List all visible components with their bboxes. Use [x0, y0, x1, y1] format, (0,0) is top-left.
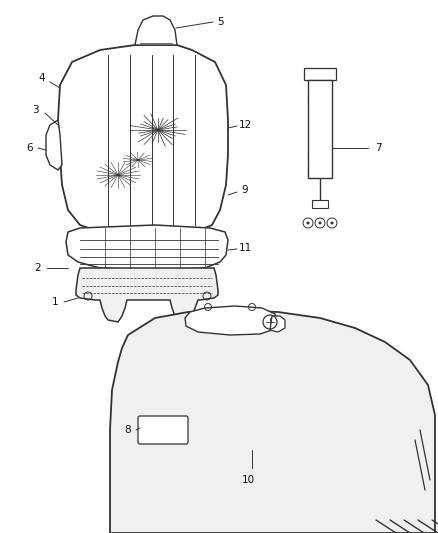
Polygon shape [110, 310, 435, 533]
Circle shape [318, 222, 321, 224]
Text: 5: 5 [217, 17, 223, 27]
Polygon shape [46, 120, 62, 170]
Text: 2: 2 [35, 263, 41, 273]
Text: 3: 3 [32, 105, 38, 115]
Polygon shape [308, 80, 332, 178]
Circle shape [331, 222, 333, 224]
Polygon shape [58, 45, 228, 236]
FancyBboxPatch shape [138, 416, 188, 444]
Polygon shape [135, 16, 177, 45]
Text: 7: 7 [374, 143, 381, 153]
Text: 1: 1 [52, 297, 58, 307]
Polygon shape [312, 200, 328, 208]
Text: 4: 4 [39, 73, 45, 83]
Text: 10: 10 [241, 475, 254, 485]
Text: 6: 6 [27, 143, 33, 153]
Text: 8: 8 [125, 425, 131, 435]
Text: 9: 9 [242, 185, 248, 195]
Polygon shape [304, 68, 336, 80]
Polygon shape [185, 306, 278, 335]
Text: 12: 12 [238, 120, 251, 130]
Polygon shape [66, 225, 228, 270]
Circle shape [307, 222, 310, 224]
Polygon shape [270, 316, 285, 332]
Polygon shape [76, 268, 218, 322]
Text: 11: 11 [238, 243, 251, 253]
